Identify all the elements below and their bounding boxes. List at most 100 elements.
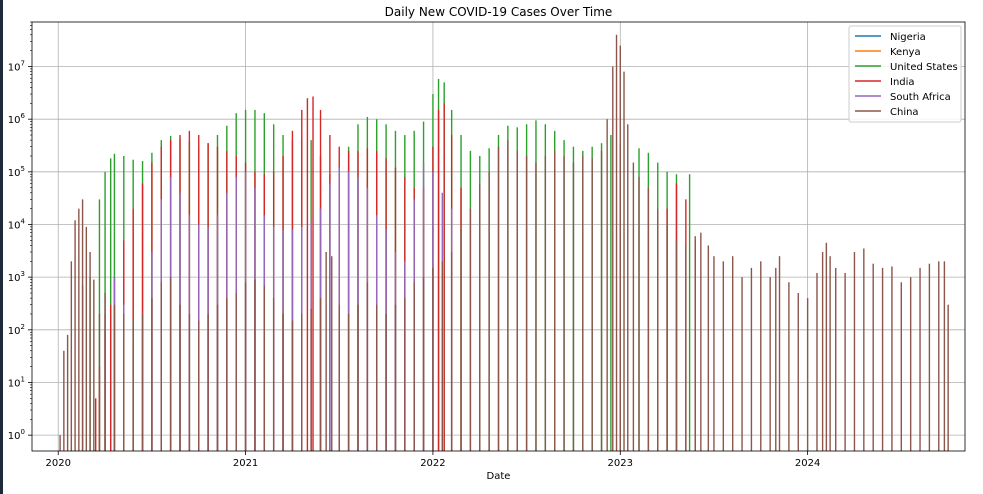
bar <box>85 226 88 451</box>
bar <box>788 282 790 451</box>
bar <box>775 267 777 451</box>
legend-label: South Africa <box>890 92 951 103</box>
bar <box>63 350 65 451</box>
x-tick-label: 2021 <box>233 458 258 469</box>
bar <box>947 304 949 451</box>
bar <box>319 298 322 451</box>
bar <box>226 298 228 451</box>
x-tick-label: 2023 <box>608 458 633 469</box>
bar <box>623 71 625 452</box>
bar <box>909 277 912 451</box>
bar <box>479 183 481 451</box>
bar <box>198 320 200 451</box>
bar <box>675 240 678 451</box>
bar <box>872 263 874 451</box>
chart-title: Daily New COVID-19 Cases Over Time <box>385 5 613 19</box>
series-china <box>59 34 949 452</box>
bar <box>632 162 635 451</box>
y-tick-label: 101 <box>8 375 25 389</box>
bar <box>900 282 902 451</box>
x-tick-label: 2022 <box>420 458 445 469</box>
legend-label: India <box>890 77 915 88</box>
y-tick-label: 100 <box>8 428 25 442</box>
bar <box>109 304 112 451</box>
bar <box>554 150 556 451</box>
bar <box>74 220 76 451</box>
legend-label: Kenya <box>890 47 921 58</box>
y-tick-label: 104 <box>8 217 26 231</box>
bar <box>169 277 172 451</box>
bar <box>376 304 378 451</box>
bar <box>825 242 828 451</box>
bar <box>450 252 453 451</box>
bar <box>244 282 247 451</box>
y-axis: 100 101 102 103 104 105 106 107 <box>8 21 32 442</box>
bar <box>835 267 837 451</box>
bar <box>610 135 612 451</box>
bar <box>741 277 743 451</box>
bar <box>98 313 101 451</box>
bar <box>81 199 84 451</box>
y-tick-label: 105 <box>8 165 25 179</box>
bar <box>394 304 397 451</box>
bar <box>685 245 687 451</box>
y-tick-label: 107 <box>8 60 25 74</box>
bar <box>535 162 537 451</box>
bar <box>160 282 162 451</box>
y-tick-label: 103 <box>8 270 25 284</box>
bar <box>301 313 303 451</box>
bar <box>544 155 547 452</box>
x-tick-label: 2024 <box>795 458 820 469</box>
bar <box>385 313 387 451</box>
bar <box>272 298 275 451</box>
bar <box>263 285 266 451</box>
bar <box>881 267 884 451</box>
bar <box>507 140 509 451</box>
plot-frame <box>31 21 966 452</box>
bar <box>722 261 725 451</box>
bar <box>606 119 608 452</box>
bar <box>422 277 425 451</box>
bar <box>943 261 946 451</box>
bar <box>188 313 191 451</box>
x-axis: 2020 2021 2022 2023 2024 Date <box>46 451 820 482</box>
bar <box>443 103 445 451</box>
bar <box>325 252 327 451</box>
bar <box>216 304 219 451</box>
bar <box>612 66 614 451</box>
bar <box>132 320 134 451</box>
bar <box>750 267 753 451</box>
bar <box>591 158 593 451</box>
bar <box>113 304 116 451</box>
legend-box <box>848 25 962 123</box>
bar <box>66 334 69 451</box>
bar <box>657 208 659 451</box>
bars <box>59 34 949 452</box>
bar <box>306 98 309 452</box>
y-tick-label: 106 <box>8 112 26 126</box>
bar <box>404 298 406 451</box>
y-tick-label: 102 <box>8 323 25 337</box>
bar <box>151 298 153 451</box>
bar <box>853 252 856 451</box>
bar <box>95 398 97 451</box>
bar <box>254 279 256 451</box>
bar <box>797 293 799 451</box>
bar <box>497 146 500 451</box>
bar <box>938 261 940 451</box>
bar <box>627 124 629 452</box>
bar <box>563 155 565 452</box>
bar <box>816 272 818 451</box>
bar <box>310 308 312 451</box>
bar <box>769 277 771 451</box>
bar <box>235 293 237 451</box>
bar <box>331 256 333 451</box>
bar <box>59 435 61 451</box>
bar <box>707 245 710 451</box>
legend-label: China <box>890 107 919 118</box>
bar <box>282 313 284 451</box>
bar <box>778 256 781 451</box>
bar <box>694 236 696 451</box>
bar <box>600 150 603 451</box>
